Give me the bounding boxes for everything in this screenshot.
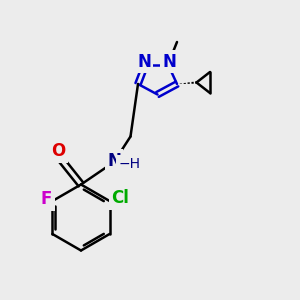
Text: N: N xyxy=(137,52,151,70)
Text: N: N xyxy=(163,52,176,70)
Text: F: F xyxy=(41,190,52,208)
Text: N: N xyxy=(107,152,121,169)
Text: O: O xyxy=(51,142,65,160)
Text: Cl: Cl xyxy=(111,189,129,207)
Text: −H: −H xyxy=(118,158,141,171)
